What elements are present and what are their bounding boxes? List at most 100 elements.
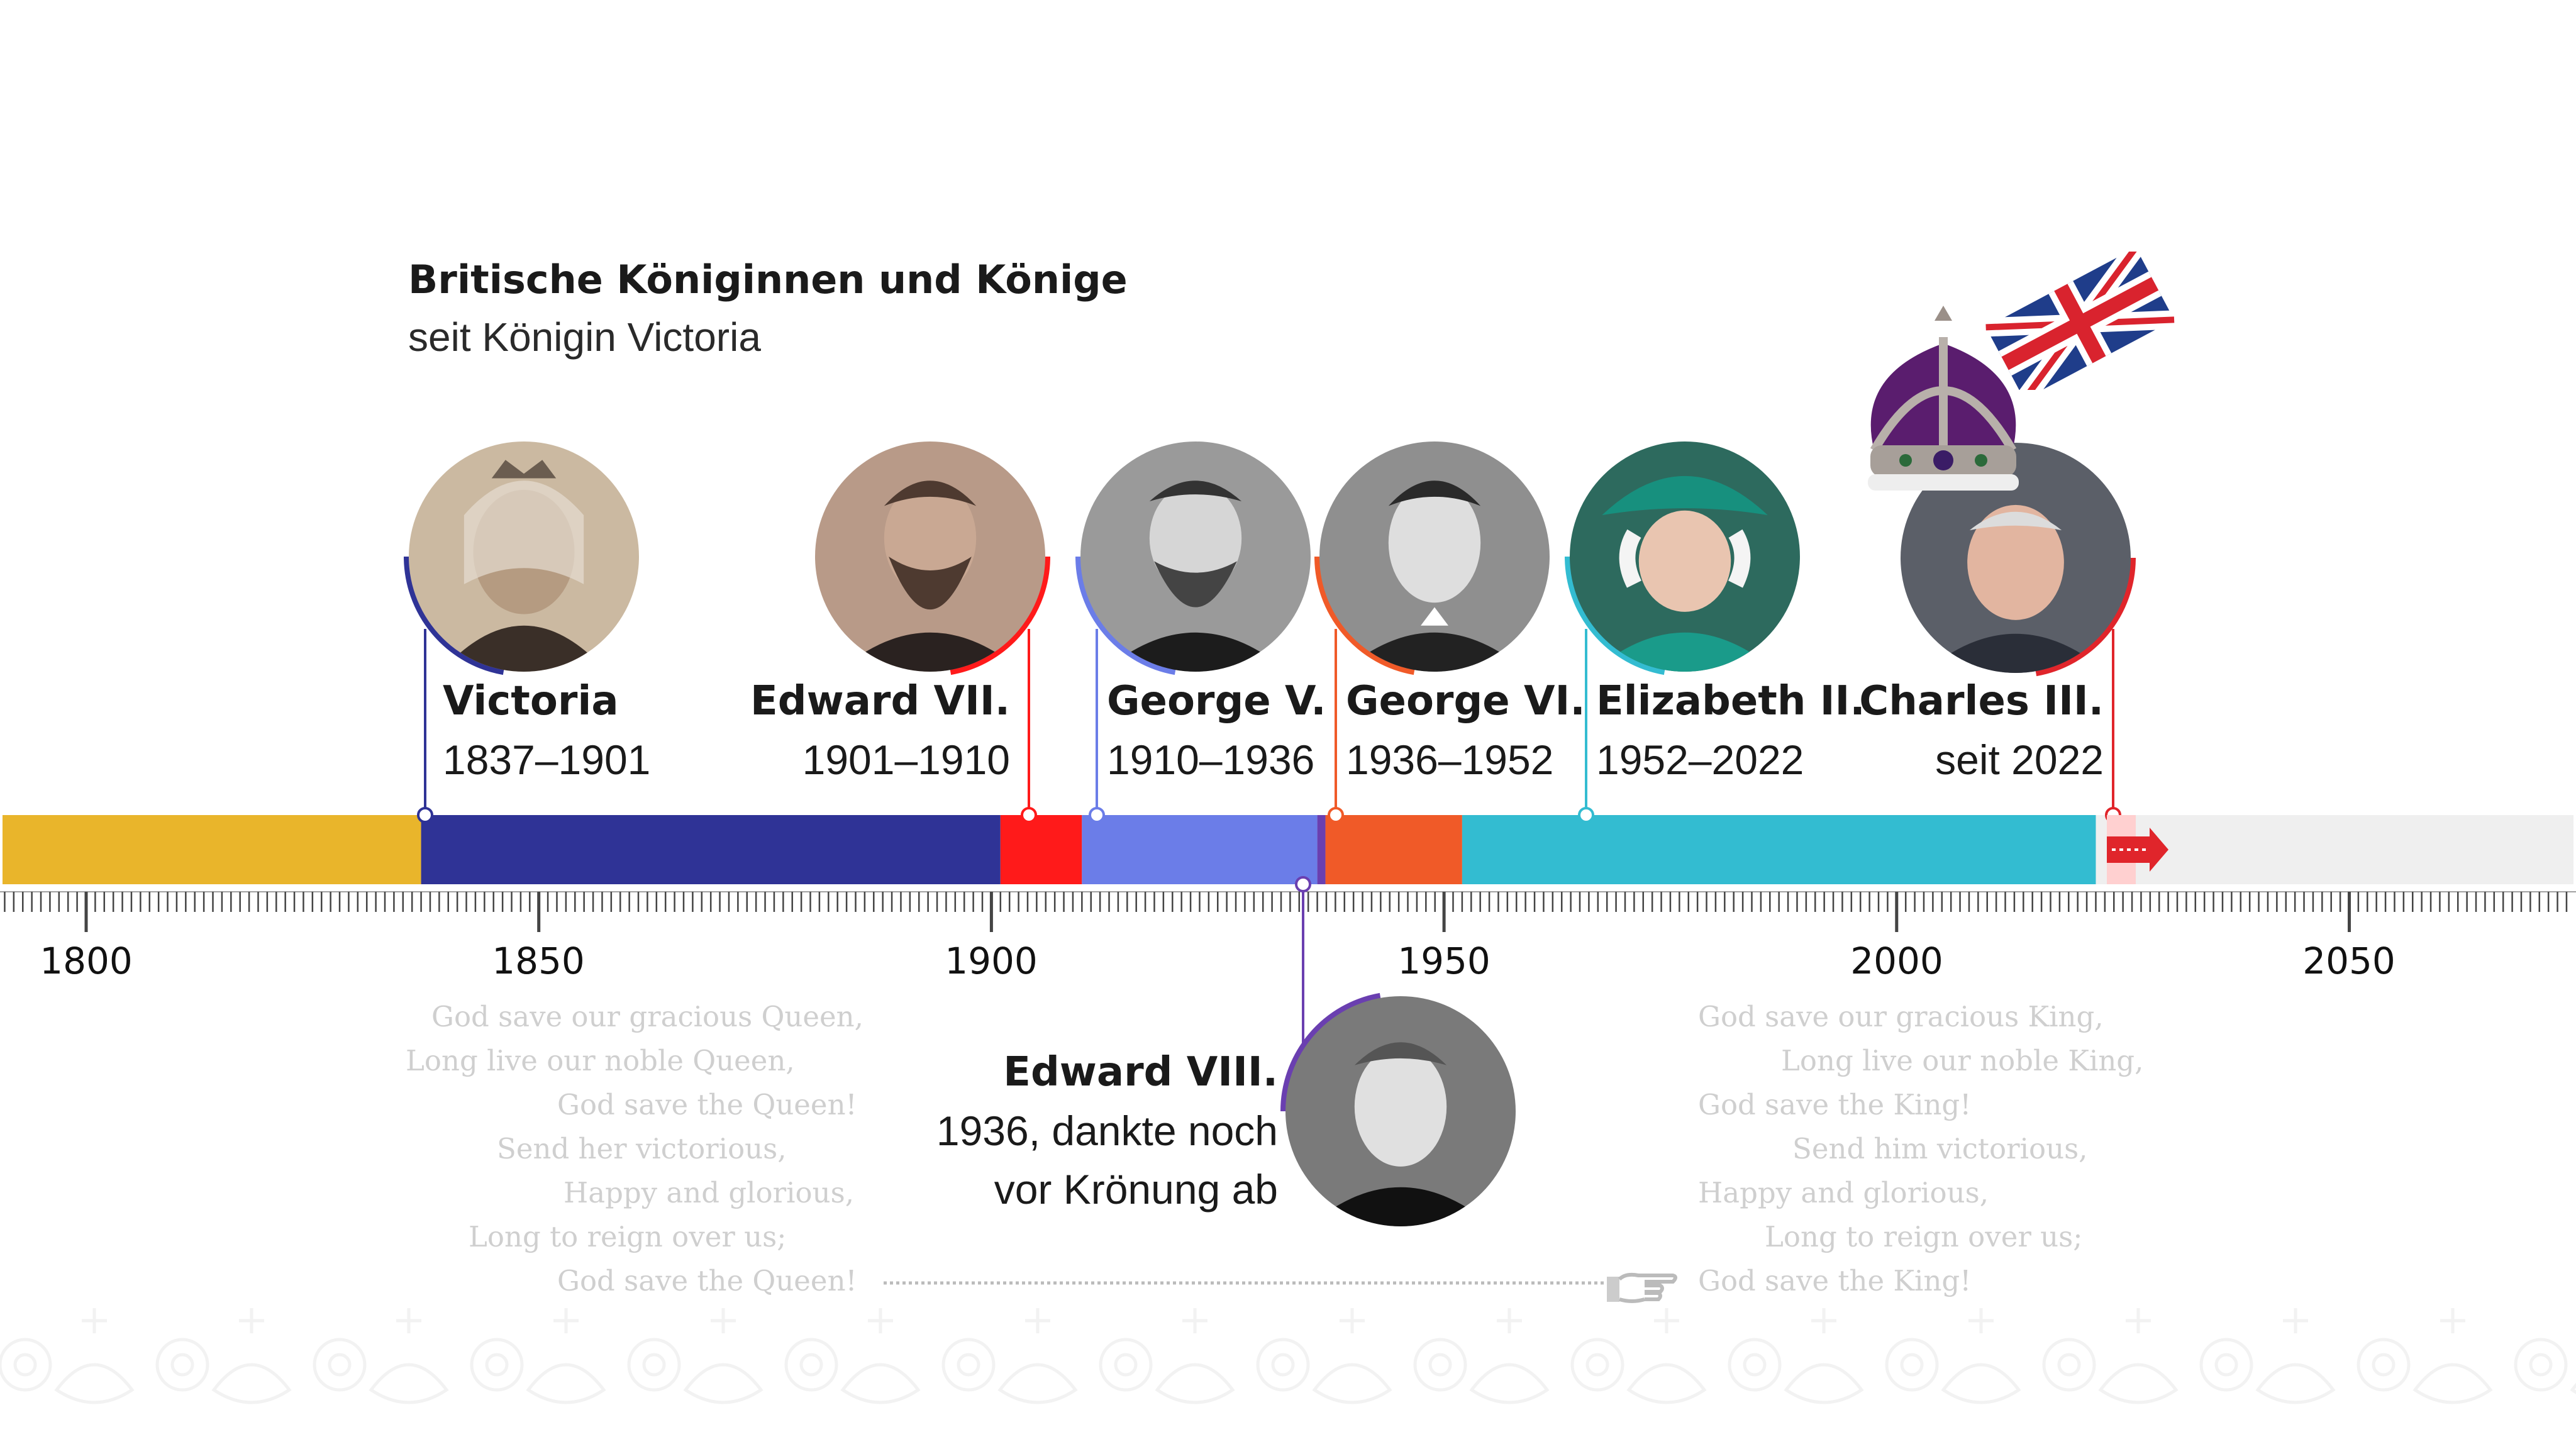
- axis-tick-label-1800: 1800: [40, 940, 133, 982]
- ornament-leaf: [1469, 1363, 1550, 1404]
- ornament-flower-center: [1900, 1353, 1924, 1377]
- ornament-flower-center: [170, 1353, 194, 1377]
- lyrics-queen-line-6: Long to reign over us;: [469, 1220, 787, 1253]
- ornament-stem: [1340, 1308, 1365, 1333]
- arc-george-v: [1075, 556, 1176, 675]
- reign-dates-elizabeth-ii: 1952–2022: [1596, 736, 1804, 783]
- lyrics-queen-line-1: God save our gracious Queen,: [431, 1000, 863, 1033]
- portrait-elizabeth-ii: [1570, 441, 1800, 672]
- ornament-stem: [1968, 1308, 1994, 1333]
- axis-tick-label-1950: 1950: [1397, 940, 1491, 982]
- ornament-stem: [868, 1308, 893, 1333]
- reign-name-edward-vii: Edward VII.: [750, 678, 1010, 724]
- ornament-flower: [0, 1338, 52, 1392]
- marker-george-v: [1089, 807, 1105, 823]
- ornament-leaf: [840, 1363, 921, 1404]
- ornament-stem: [711, 1308, 736, 1333]
- ornament-stem: [1025, 1308, 1050, 1333]
- ornament-leaf: [526, 1363, 606, 1404]
- ornament-leaf: [211, 1363, 292, 1404]
- reign-dates-victoria: 1837–1901: [443, 736, 651, 783]
- ornament-flower: [470, 1338, 524, 1392]
- ornament-leaf: [369, 1363, 449, 1404]
- ornament-flower: [2514, 1338, 2568, 1392]
- ornament-leaf: [2098, 1363, 2179, 1404]
- lyrics-queen-line-3: God save the Queen!: [557, 1088, 857, 1121]
- arc-edward-vii: [950, 556, 1050, 675]
- lyrics-king-line-2: Long live our noble King,: [1781, 1044, 2144, 1077]
- lyrics-queen-line-4: Send her victorious,: [497, 1132, 787, 1165]
- ornament-flower-center: [957, 1353, 980, 1377]
- lyrics-king-line-7: God save the King!: [1698, 1264, 1972, 1297]
- reign-name-victoria: Victoria: [443, 678, 619, 724]
- bar-george-v: [1082, 815, 1318, 884]
- lyrics-queen-line-2: Long live our noble Queen,: [406, 1044, 795, 1077]
- axis-tick-label-1850: 1850: [492, 940, 585, 982]
- arc-elizabeth-ii: [1565, 556, 1665, 675]
- reign-dates-edward-viii-line2: vor Krönung ab: [994, 1166, 1278, 1213]
- reign-name-george-vi: George VI.: [1346, 678, 1585, 724]
- ornament-flower-center: [1271, 1353, 1295, 1377]
- timeline-bar: [3, 815, 2573, 884]
- ornament-flower: [627, 1338, 681, 1392]
- lyrics-king-line-5: Happy and glorious,: [1698, 1176, 1989, 1209]
- ornament-flower-center: [1114, 1353, 1138, 1377]
- bar-edward-vii: [1000, 815, 1082, 884]
- ornament-leaf: [1784, 1363, 1864, 1404]
- ornament-flower-center: [642, 1353, 666, 1377]
- reign-name-edward-viii: Edward VIII.: [1003, 1049, 1278, 1096]
- lyrics-king-line-6: Long to reign over us;: [1765, 1220, 2083, 1253]
- ornament-leaf: [1626, 1363, 1707, 1404]
- chart-title: Britische Königinnen und Könige: [408, 257, 1128, 303]
- bar-pre-victoria: [3, 815, 421, 884]
- lyrics-king-line-3: God save the King!: [1698, 1088, 1972, 1121]
- bar-elizabeth-ii: [1462, 815, 2096, 884]
- portrait-edward-viii: [1285, 996, 1516, 1226]
- ornament-flower-center: [2057, 1353, 2081, 1377]
- bar-future: [2096, 815, 2573, 884]
- ornament-leaf: [2412, 1363, 2493, 1404]
- ornament-flower-center: [328, 1353, 352, 1377]
- ornament-stem: [2440, 1308, 2465, 1333]
- union-jack-flag-icon: [1985, 252, 2175, 390]
- reign-name-elizabeth-ii: Elizabeth II.: [1596, 678, 1865, 724]
- ornament-flower: [1413, 1338, 1467, 1392]
- reign-dates-george-vi: 1936–1952: [1346, 736, 1554, 783]
- lyrics-queen-line-7: God save the Queen!: [557, 1264, 857, 1297]
- ornament-stem: [239, 1308, 264, 1333]
- bar-edward-viii: [1317, 815, 1326, 884]
- ornament-stem: [1811, 1308, 1836, 1333]
- ornament-stem: [82, 1308, 107, 1333]
- marker-elizabeth-ii: [1578, 807, 1594, 823]
- ornament-stem: [396, 1308, 421, 1333]
- reign-dates-george-v: 1910–1936: [1107, 736, 1315, 783]
- ornament-flower: [1885, 1338, 1939, 1392]
- ornament-flower-center: [799, 1353, 823, 1377]
- ornament-stem: [1654, 1308, 1679, 1333]
- ornament-stem: [1182, 1308, 1208, 1333]
- ornament-leaf: [1312, 1363, 1392, 1404]
- marker-edward-vii: [1021, 807, 1037, 823]
- ornament-flower-center: [485, 1353, 509, 1377]
- axis-tick-label-2000: 2000: [1850, 940, 1943, 982]
- chart-heading: Britische Königinnen und Könige seit Kön…: [408, 257, 1128, 360]
- pointing-hand-icon: [1607, 1272, 1677, 1303]
- ornament-stem: [1497, 1308, 1522, 1333]
- ornament-leaf: [2255, 1363, 2336, 1404]
- arc-george-vi: [1314, 556, 1415, 675]
- ornament-flower-center: [2372, 1353, 2396, 1377]
- lyrics-king-line-4: Send him victorious,: [1792, 1132, 2088, 1165]
- ornament-flower: [1256, 1338, 1310, 1392]
- reign-name-charles-iii: Charles III.: [1859, 678, 2104, 724]
- arc-charles-iii: [2035, 557, 2136, 677]
- ornament-flower-center: [2529, 1353, 2553, 1377]
- ornament-flower: [1099, 1338, 1153, 1392]
- ornament-flower-center: [1743, 1353, 1767, 1377]
- ornament-stem: [2283, 1308, 2308, 1333]
- axis-tick-label-2050: 2050: [2302, 940, 2396, 982]
- axis-tick-label-1900: 1900: [945, 940, 1038, 982]
- ornament-flower: [2199, 1338, 2253, 1392]
- ornament-flower: [1728, 1338, 1782, 1392]
- reign-dates-edward-vii: 1901–1910: [802, 736, 1010, 783]
- ornament-stem: [553, 1308, 579, 1333]
